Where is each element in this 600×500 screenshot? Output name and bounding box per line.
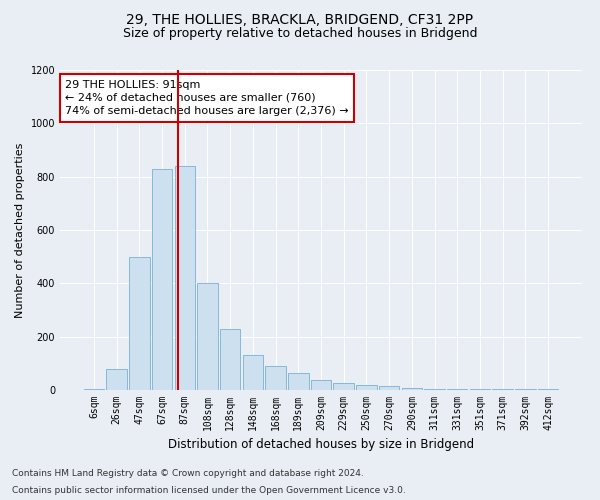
Bar xyxy=(447,388,467,390)
Y-axis label: Number of detached properties: Number of detached properties xyxy=(15,142,25,318)
Text: 29, THE HOLLIES, BRACKLA, BRIDGEND, CF31 2PP: 29, THE HOLLIES, BRACKLA, BRIDGEND, CF31… xyxy=(127,12,473,26)
Bar xyxy=(288,372,308,390)
Bar xyxy=(470,388,490,390)
Bar xyxy=(515,388,536,390)
Bar xyxy=(538,388,558,390)
Bar xyxy=(401,388,422,390)
Text: 29 THE HOLLIES: 91sqm
← 24% of detached houses are smaller (760)
74% of semi-det: 29 THE HOLLIES: 91sqm ← 24% of detached … xyxy=(65,80,349,116)
Text: Contains public sector information licensed under the Open Government Licence v3: Contains public sector information licen… xyxy=(12,486,406,495)
Bar xyxy=(356,384,377,390)
Text: Contains HM Land Registry data © Crown copyright and database right 2024.: Contains HM Land Registry data © Crown c… xyxy=(12,468,364,477)
Bar xyxy=(175,166,195,390)
Bar xyxy=(311,380,331,390)
Bar xyxy=(152,168,172,390)
Bar xyxy=(242,356,263,390)
Bar xyxy=(424,388,445,390)
Bar xyxy=(220,328,241,390)
Bar xyxy=(379,386,400,390)
X-axis label: Distribution of detached houses by size in Bridgend: Distribution of detached houses by size … xyxy=(168,438,474,452)
Bar xyxy=(84,388,104,390)
Bar xyxy=(129,256,149,390)
Bar xyxy=(106,368,127,390)
Bar xyxy=(197,284,218,390)
Bar xyxy=(334,384,354,390)
Bar xyxy=(493,388,513,390)
Text: Size of property relative to detached houses in Bridgend: Size of property relative to detached ho… xyxy=(123,28,477,40)
Bar xyxy=(265,366,286,390)
